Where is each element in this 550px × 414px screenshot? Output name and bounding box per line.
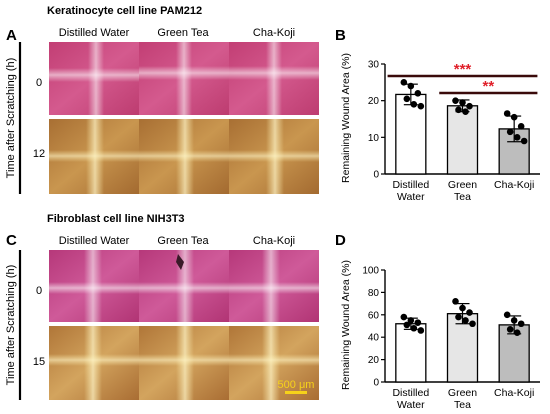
data-point: [462, 317, 469, 324]
y-tick-label: 20: [368, 355, 380, 366]
data-point: [510, 317, 518, 324]
data-point: [466, 309, 473, 316]
data-point: [520, 137, 528, 145]
data-point: [462, 108, 469, 115]
x-tick-label: Distilled: [392, 387, 429, 399]
column-label-green-tea: Green Tea: [157, 235, 209, 247]
data-point: [400, 79, 408, 86]
data-point: [400, 313, 408, 321]
micrograph-a-chakoji-12h: [229, 119, 319, 194]
time-label-15h: 15: [33, 356, 45, 368]
data-point: [410, 101, 418, 108]
column-label-distilled-water: Distilled Water: [59, 235, 130, 247]
chart-d-y-axis-label: Remaining Wound Area (%): [340, 260, 352, 390]
data-point: [459, 304, 466, 312]
x-tick-label: Tea: [454, 191, 471, 203]
chart-b-y-axis-label: Remaining Wound Area (%): [340, 53, 352, 183]
y-tick-label: 10: [368, 133, 380, 144]
y-tick-label: 0: [373, 378, 379, 389]
significance-label: ***: [454, 61, 472, 78]
data-point: [517, 123, 525, 130]
data-point: [510, 113, 518, 121]
chart-b: Remaining Wound Area (%) 0 10 20 30 Distille…: [340, 53, 540, 203]
data-point: [403, 95, 411, 103]
scale-bar: 500 μm: [278, 379, 315, 394]
panel-label-d: D: [335, 232, 346, 249]
time-label-0h: 0: [36, 285, 42, 297]
column-label-cha-koji: Cha-Koji: [253, 27, 295, 39]
significance-label: **: [482, 78, 494, 95]
x-tick-label: Cha-Koji: [494, 179, 534, 191]
column-label-distilled-water: Distilled Water: [59, 27, 130, 39]
micrograph-a-chakoji-0h: [229, 42, 319, 115]
x-tick-label: Green: [448, 387, 477, 399]
scale-bar-line: [285, 391, 307, 394]
time-axis-label: Time after Scratching (h): [5, 58, 17, 179]
data-point: [455, 313, 462, 321]
scale-bar-label: 500 μm: [278, 379, 315, 391]
micrograph-c-water-0h: [49, 250, 139, 322]
data-point: [452, 97, 459, 104]
data-point: [466, 102, 473, 110]
data-point: [414, 319, 422, 326]
image-grid-c: Distilled Water Green Tea Cha-Koji Time …: [5, 235, 319, 400]
micrograph-a-greentea-0h: [139, 42, 229, 115]
data-point: [417, 327, 425, 334]
micrograph-c-chakoji-0h: [229, 250, 319, 322]
time-label-0h: 0: [36, 77, 42, 89]
top-section-title: Keratinocyte cell line PAM212: [47, 5, 202, 17]
data-point: [469, 320, 476, 328]
y-tick-label: 20: [368, 96, 380, 107]
micrograph-a-greentea-12h: [139, 119, 229, 194]
x-tick-label: Water: [397, 191, 425, 203]
x-tick-label: Distilled: [392, 179, 429, 191]
micrograph-a-water-12h: [49, 119, 139, 194]
data-point: [506, 128, 514, 136]
x-tick-label: Water: [397, 399, 425, 411]
micrograph-c-water-15h: [49, 326, 139, 400]
panel-label-c: C: [6, 232, 17, 249]
micrograph-c-greentea-0h: [139, 250, 229, 322]
y-tick-label: 30: [368, 60, 380, 71]
panel-label-a: A: [6, 27, 17, 44]
y-tick-label: 80: [368, 288, 380, 299]
data-point: [410, 324, 418, 332]
x-tick-label: Green: [448, 179, 477, 191]
micrograph-a-water-0h: [49, 42, 139, 115]
data-point: [417, 102, 425, 110]
data-point: [503, 110, 511, 117]
micrograph-c-chakoji-15h: [229, 326, 319, 400]
y-tick-label: 60: [368, 310, 380, 321]
column-label-green-tea: Green Tea: [157, 27, 209, 39]
chart-d: Remaining Wound Area (%) 0 20 40 60 80 100 Dis…: [340, 260, 540, 411]
column-label-cha-koji: Cha-Koji: [253, 235, 295, 247]
data-point: [513, 134, 521, 141]
data-point: [455, 106, 462, 114]
bar-1: [446, 105, 479, 175]
data-point: [459, 99, 466, 106]
bottom-section-title: Fibroblast cell line NIH3T3: [47, 213, 185, 225]
image-grid-a: Distilled Water Green Tea Cha-Koji Time …: [5, 27, 319, 194]
data-point: [407, 317, 415, 324]
y-tick-label: 100: [362, 266, 379, 277]
micrograph-c-greentea-15h: [139, 326, 229, 400]
y-tick-label: 40: [368, 333, 380, 344]
panel-label-b: B: [335, 27, 346, 44]
data-point: [452, 298, 459, 305]
data-point: [503, 311, 511, 319]
data-point: [414, 90, 422, 97]
data-point: [407, 82, 415, 90]
data-point: [513, 329, 521, 337]
time-axis-label: Time after Scratching (h): [5, 265, 17, 386]
data-point: [517, 320, 525, 328]
y-tick-label: 0: [373, 170, 379, 181]
time-label-12h: 12: [33, 148, 45, 160]
data-point: [403, 321, 411, 329]
x-tick-label: Cha-Koji: [494, 387, 534, 399]
x-tick-label: Tea: [454, 399, 471, 411]
data-point: [506, 326, 514, 333]
